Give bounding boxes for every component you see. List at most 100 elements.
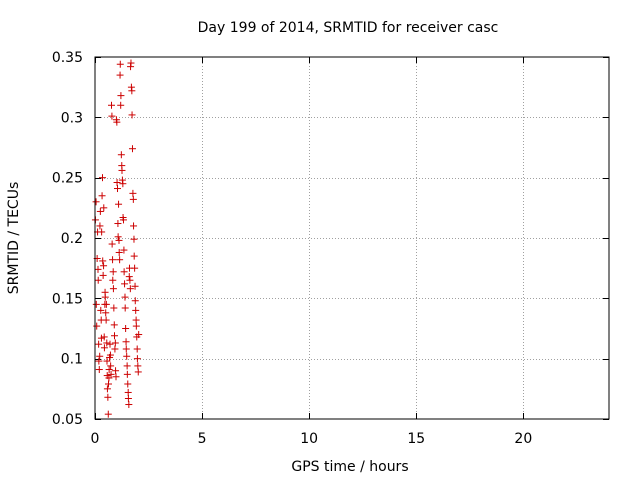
data-point (109, 268, 117, 276)
data-point (130, 235, 138, 243)
data-point (100, 344, 108, 352)
data-point (98, 228, 106, 236)
data-point (132, 306, 140, 314)
data-point (102, 309, 110, 317)
data-point (121, 293, 129, 301)
data-point (103, 339, 111, 347)
data-point (124, 380, 132, 388)
data-point (107, 362, 115, 370)
data-point (120, 268, 128, 276)
data-point (131, 282, 139, 290)
data-point (118, 166, 126, 174)
data-point (112, 373, 120, 381)
data-point (133, 355, 141, 363)
data-point (117, 101, 125, 109)
data-point (106, 351, 114, 359)
data-point (114, 233, 122, 241)
tick-labels: 0 5 10 15 20 0.05 0.1 0.15 0.2 0.25 0.3 0.35 (52, 50, 532, 447)
y-tick-label: 0.15 (52, 291, 83, 307)
data-point (95, 366, 103, 374)
x-tick-label: 0 (91, 431, 100, 447)
data-point (108, 112, 116, 120)
data-point (126, 276, 134, 284)
data-point (92, 300, 100, 308)
data-point (135, 331, 143, 339)
x-axis-label: GPS time / hours (291, 459, 408, 475)
data-point (98, 192, 106, 200)
y-tick-label: 0.35 (52, 50, 83, 66)
data-point (114, 220, 122, 228)
data-point (100, 333, 108, 341)
data-point (99, 257, 107, 265)
data-point (133, 345, 141, 353)
data-point (112, 367, 120, 375)
data-point (115, 200, 123, 208)
data-point (123, 362, 131, 370)
data-point (129, 195, 137, 203)
data-point (116, 256, 124, 264)
data-point (129, 189, 137, 197)
data-point (96, 222, 104, 230)
x-tick-label: 20 (514, 431, 532, 447)
data-point (131, 297, 139, 305)
data-point (117, 151, 125, 159)
data-point (120, 246, 128, 254)
x-tick-label: 15 (407, 431, 425, 447)
data-point (103, 385, 111, 393)
data-point (100, 262, 108, 270)
data-point (121, 304, 129, 312)
data-point (110, 332, 118, 340)
data-point (130, 252, 138, 260)
data-point (115, 236, 123, 244)
data-point (109, 285, 117, 293)
data-point (103, 357, 111, 365)
data-point (130, 222, 138, 230)
data-point (113, 118, 121, 126)
data-point (122, 338, 130, 346)
data-point (132, 322, 140, 330)
data-point (113, 185, 121, 193)
data-point (107, 101, 115, 109)
data-point (99, 271, 107, 279)
data-point (96, 207, 104, 215)
data-point (93, 322, 101, 330)
data-point (102, 316, 110, 324)
data-point (105, 366, 113, 374)
data-point (104, 410, 112, 418)
data-point (121, 280, 129, 288)
y-tick-label: 0.05 (52, 412, 83, 428)
data-point (109, 256, 117, 264)
data-point (95, 340, 103, 348)
data-point (97, 306, 105, 314)
data-point (95, 357, 103, 365)
plot-frame (94, 56, 610, 420)
y-tick-label: 0.2 (61, 231, 83, 247)
data-point (100, 204, 108, 212)
data-point (123, 370, 131, 378)
data-point (132, 316, 140, 324)
data-points (91, 59, 143, 418)
data-point (104, 380, 112, 388)
x-tick-label: 5 (198, 431, 207, 447)
data-point (106, 340, 114, 348)
data-point (111, 345, 119, 353)
y-tick-label: 0.3 (61, 110, 83, 126)
data-point (134, 368, 142, 376)
data-point (128, 145, 136, 153)
data-point (128, 111, 136, 119)
data-point (119, 180, 127, 188)
data-point (98, 174, 106, 182)
data-point (128, 87, 136, 95)
data-point (104, 393, 112, 401)
x-tick-label: 10 (300, 431, 318, 447)
data-point (127, 59, 135, 67)
data-point (116, 60, 124, 68)
data-point (122, 325, 130, 332)
data-point (111, 339, 119, 347)
data-point (122, 345, 130, 353)
y-axis-label: SRMTID / TECUs (6, 182, 22, 295)
data-point (124, 394, 132, 402)
data-point (119, 216, 127, 224)
